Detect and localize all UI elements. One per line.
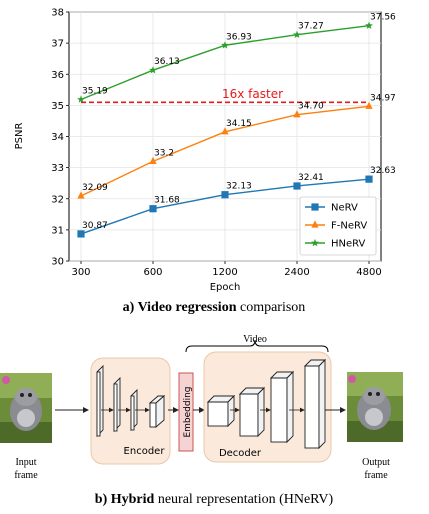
x-tick-label: 600	[143, 267, 162, 278]
y-tick-label: 35	[51, 101, 64, 112]
data-label: 34.70	[298, 102, 324, 112]
x-tick-label: 4800	[356, 267, 381, 278]
x-axis-label: Epoch	[210, 282, 241, 293]
data-label: 34.97	[370, 93, 396, 103]
output-frame-image	[347, 372, 403, 442]
decoder-label: Decoder	[219, 448, 262, 459]
x-tick-label: 1200	[212, 267, 237, 278]
y-tick-label: 30	[51, 257, 64, 268]
decoder-layers	[206, 358, 327, 450]
embedding-label: Embedding	[183, 386, 193, 437]
legend-item-nerv: NeRV	[305, 203, 358, 214]
encoder-layers	[96, 364, 166, 438]
y-tick-label: 34	[51, 132, 64, 143]
legend-item-f-nerv: F-NeRV	[305, 220, 367, 232]
input-frame-image	[0, 373, 52, 443]
point-marker	[77, 230, 85, 238]
legend-box	[299, 196, 377, 256]
caption-b-rest: neural representation (HNeRV)	[154, 492, 333, 507]
input-label-line2: frame	[14, 470, 38, 481]
x-tick-label: 2400	[284, 267, 309, 278]
point-marker	[77, 191, 85, 199]
point-marker	[221, 191, 229, 199]
point-marker	[293, 30, 301, 39]
point-marker	[365, 101, 373, 109]
y-tick-label: 31	[51, 225, 64, 236]
data-label: 35.19	[82, 86, 108, 96]
embedding-block	[178, 372, 194, 452]
point-marker	[311, 203, 319, 211]
point-marker	[149, 205, 157, 213]
caption-a-bold: a) Video regression	[123, 300, 237, 315]
data-label: 37.56	[370, 13, 396, 23]
point-marker	[311, 238, 319, 247]
point-marker	[365, 175, 373, 183]
decoder-block	[203, 351, 332, 463]
y-axis-label: PSNR	[14, 123, 25, 150]
caption-a: a) Video regression comparison	[123, 300, 306, 315]
data-label: 30.87	[82, 221, 108, 231]
x-ticks: 300 600 1200 2400 4800	[71, 261, 382, 278]
caption-b-bold: b) Hybrid	[95, 492, 155, 507]
y-tick-label: 33	[51, 163, 64, 174]
point-marker	[149, 156, 157, 164]
video-brace	[185, 339, 329, 353]
point-marker	[221, 41, 229, 49]
y-tick-label: 32	[51, 194, 64, 205]
caption-a-rest: comparison	[236, 300, 305, 315]
encoder-label: Encoder	[124, 446, 166, 457]
legend: NeRV F-NeRV HNeRV	[299, 196, 377, 256]
output-label-line1: Output	[362, 457, 390, 468]
point-marker	[293, 110, 301, 118]
series-nerv: 30.87 31.68 32.13 32.41 32.63	[77, 166, 396, 238]
point-marker	[221, 127, 229, 135]
point-marker	[77, 95, 85, 103]
data-label: 34.15	[226, 119, 252, 129]
video-label: Video	[243, 334, 267, 345]
data-label: 36.93	[226, 32, 252, 42]
data-label: 32.09	[82, 183, 108, 193]
grid	[69, 11, 381, 262]
data-label: 32.13	[226, 182, 252, 192]
data-label: 33.2	[154, 148, 174, 158]
legend-label: NeRV	[331, 203, 358, 214]
reference-label: 16x faster	[222, 87, 283, 101]
point-marker	[365, 21, 373, 30]
data-label: 32.41	[298, 173, 324, 183]
y-tick-label: 37	[51, 39, 64, 50]
data-label: 31.68	[154, 196, 180, 206]
series-hnerv: 35.19 36.13 36.93 37.27 37.56	[77, 13, 396, 103]
caption-b: b) Hybrid neural representation (HNeRV)	[95, 492, 334, 507]
y-tick-label: 36	[51, 70, 64, 81]
point-marker	[293, 182, 301, 190]
series-f-nerv: 32.09 33.2 34.15 34.70 34.97	[77, 93, 396, 199]
input-label-line1: Input	[15, 457, 36, 468]
hnerv-diagram: Video Input frame	[0, 334, 403, 481]
series-layer: 30.8731.6832.1332.4132.6332.0933.234.153…	[77, 13, 396, 238]
data-label: 36.13	[154, 57, 180, 67]
legend-label: HNeRV	[331, 239, 366, 250]
legend-item-hnerv: HNeRV	[305, 239, 366, 250]
psnr-chart: 30 31 32 33 34 35 36 37 38 300 600 1200 2400 4800 PS…	[14, 8, 396, 294]
point-marker	[311, 220, 319, 228]
output-label-line2: frame	[364, 470, 388, 481]
legend-label: F-NeRV	[331, 221, 367, 232]
y-ticks: 30 31 32 33 34 35 36 37 38	[51, 8, 69, 268]
y-tick-label: 38	[51, 8, 64, 19]
data-label: 32.63	[370, 166, 396, 176]
x-tick-label: 300	[71, 267, 90, 278]
data-label: 37.27	[298, 22, 324, 32]
point-marker	[149, 66, 157, 74]
